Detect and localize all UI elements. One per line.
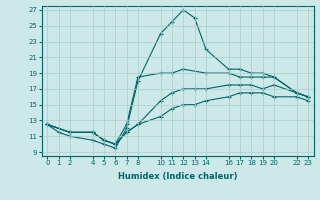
X-axis label: Humidex (Indice chaleur): Humidex (Indice chaleur) (118, 172, 237, 181)
